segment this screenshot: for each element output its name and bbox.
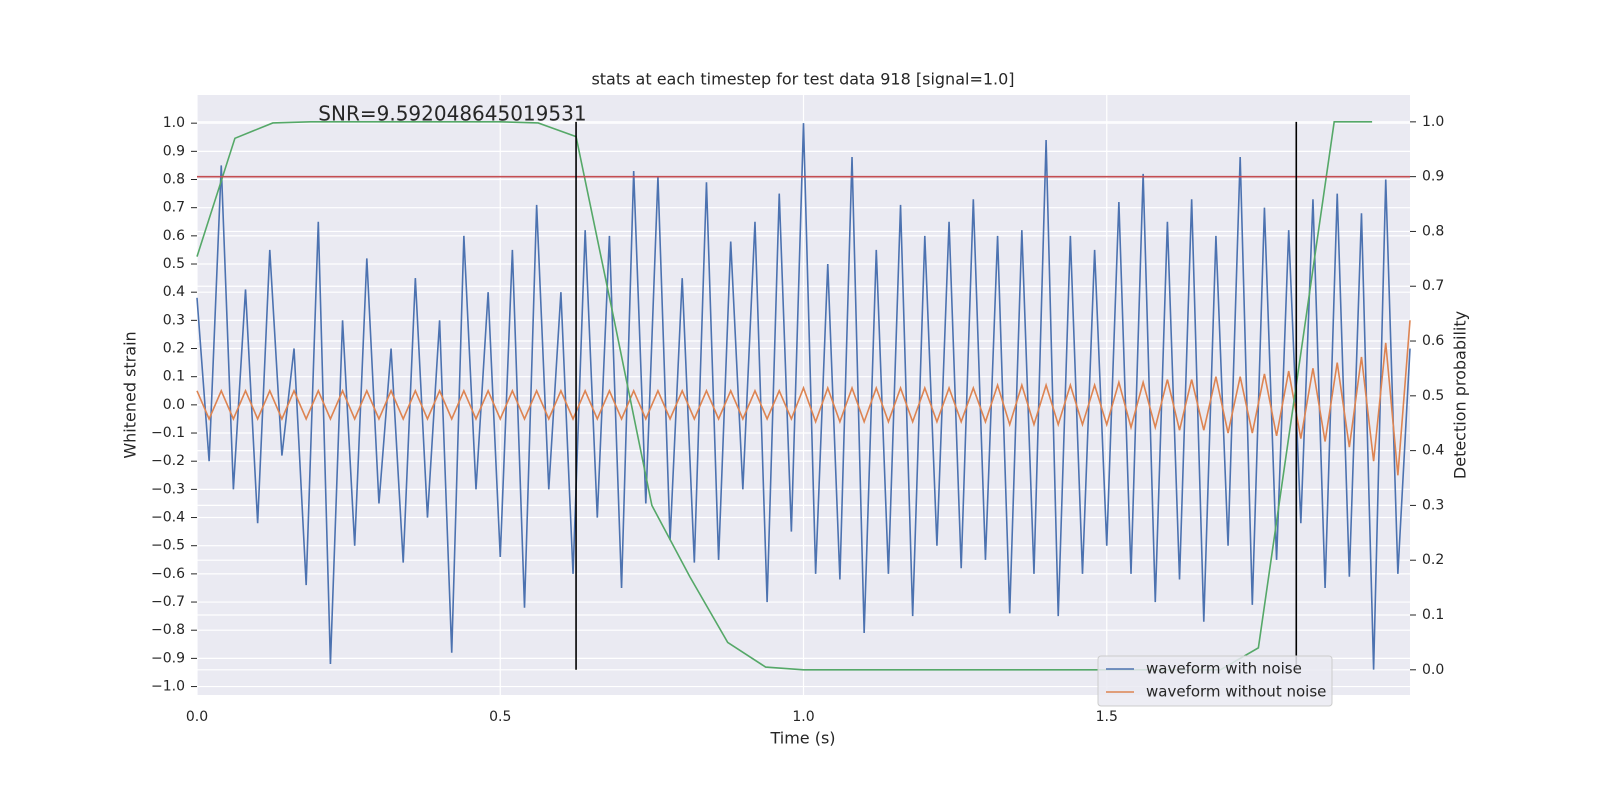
y-tick-label: −0.4 [151,510,185,526]
annotation: SNR=9.592048645019531 [318,102,586,126]
y-tick-label: −0.1 [151,425,185,441]
y-tick-label: −0.2 [151,453,185,469]
series-line [196,123,1411,670]
y-tick-label: −1.0 [151,679,185,695]
y-tick-label: −0.9 [151,650,185,666]
y-tick-label: 0.2 [163,341,185,357]
x-tick-label: 0.5 [489,709,511,725]
y-tick-label: 0.6 [163,228,185,244]
y2-tick-label: 0.6 [1422,333,1444,349]
y2-tick-label: 0.3 [1422,497,1444,513]
y-tick-label: 0.8 [163,172,185,188]
legend-label: waveform with noise [1146,660,1302,678]
x-tick-label: 1.0 [792,709,814,725]
y-tick-label: 0.7 [163,200,185,216]
y-tick-label: 0.4 [163,284,185,300]
x-tick-label: 1.5 [1096,709,1118,725]
y-tick-label: 0.0 [163,397,185,413]
y2-tick-label: 0.9 [1422,169,1444,185]
y-tick-label: −0.3 [151,481,185,497]
y2-tick-label: 0.2 [1422,552,1444,568]
legend: waveform with noise waveform without nois… [1097,655,1333,707]
y-tick-label: 0.5 [163,256,185,272]
y-tick-label: −0.8 [151,622,185,638]
y2-axis-label: Detection probability [1451,311,1470,479]
series-line [196,320,1411,476]
y-tick-label: 0.3 [163,312,185,328]
legend-box [1097,655,1333,707]
legend-label: waveform without noise [1146,683,1326,701]
y-tick-label: −0.6 [151,566,185,582]
y2-tick-label: 0.8 [1422,223,1444,239]
y-tick-label: 0.9 [163,143,185,159]
y-tick-label: −0.5 [151,538,185,554]
y-tick-label: 1.0 [163,115,185,131]
x-tick-label: 0.0 [186,709,208,725]
x-axis-label: Time (s) [769,729,835,748]
y2-tick-label: 0.4 [1422,443,1444,459]
y2-tick-label: 1.0 [1422,114,1444,130]
y2-tick-label: 0.5 [1422,388,1444,404]
marks [196,121,1411,671]
y-axis-label: Whitened strain [121,331,140,458]
y2-tick-label: 0.0 [1422,662,1444,678]
y-tick-label: −0.7 [151,594,185,610]
y2-tick-label: 0.7 [1422,278,1444,294]
y-tick-label: 0.1 [163,369,185,385]
chart-title: stats at each timestep for test data 918… [591,70,1014,89]
y2-tick-label: 0.1 [1422,607,1444,623]
